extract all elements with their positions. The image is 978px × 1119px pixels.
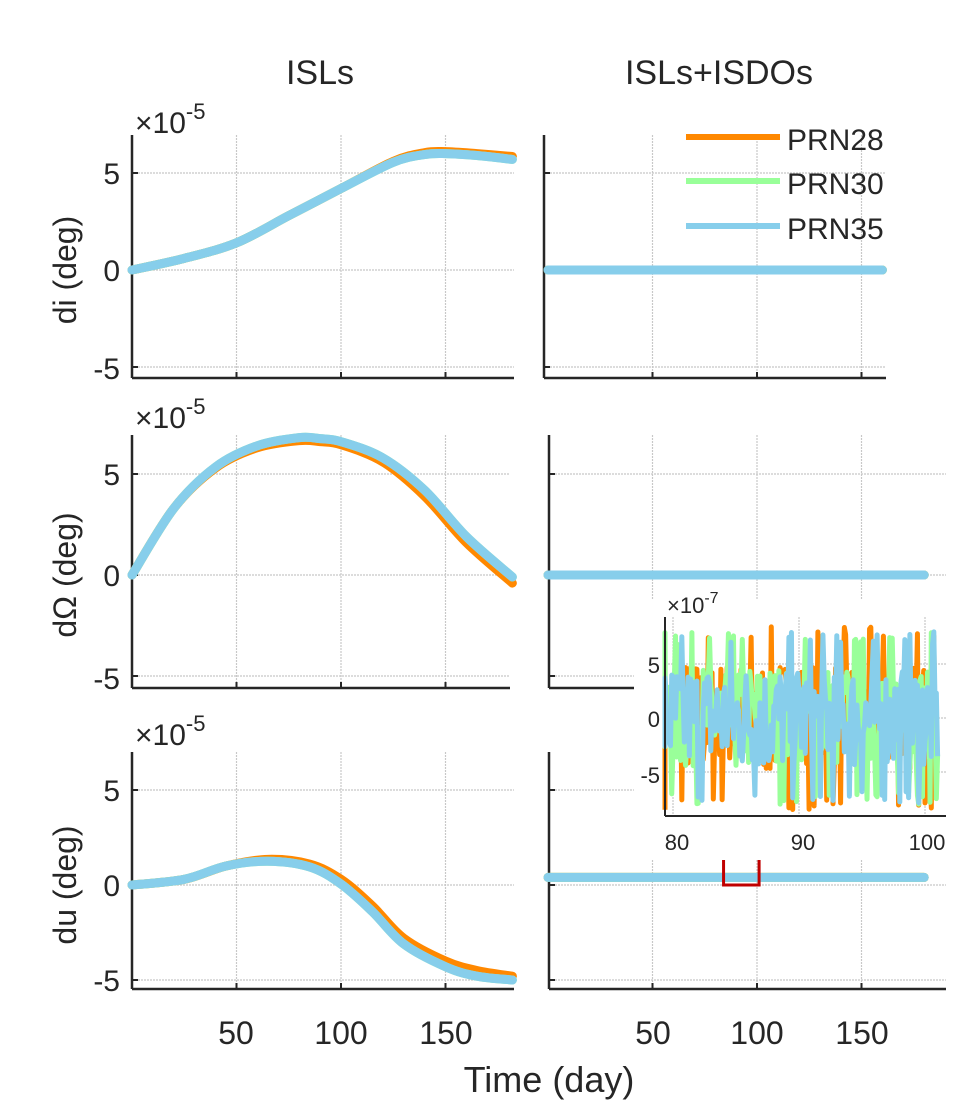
panel-row3-right: [543, 752, 946, 991]
ytick-label: 5: [103, 459, 120, 492]
inset-ytick-label: -5: [640, 763, 660, 788]
exp-power: -5: [186, 99, 206, 124]
xlabel: Time (day): [464, 1059, 635, 1100]
exp-base: ×10: [135, 107, 186, 140]
panel-row1-left: [127, 135, 517, 380]
ylabel-domega: dΩ (deg): [47, 512, 83, 637]
column-title-isls-isdos: ISLs+ISDOs: [625, 54, 813, 92]
exp-power: -5: [186, 711, 206, 736]
inset-exp-base: ×10: [667, 593, 704, 618]
svg-text:×10-5: ×10-5: [135, 394, 205, 435]
panel-row1-right: [542, 135, 887, 380]
ytick-label: 5: [103, 775, 120, 808]
ytick-label: -5: [93, 965, 120, 998]
inset-ytick-label: 5: [648, 653, 660, 678]
legend-label-prn30: PRN30: [787, 168, 884, 201]
column-title-isls: ISLs: [286, 54, 354, 92]
series-line-prn30: [127, 432, 517, 582]
ytick-label: -5: [93, 353, 120, 386]
exp-power: -5: [186, 394, 206, 419]
series-line-prn28: [127, 435, 517, 588]
xtick-label: 100: [730, 1015, 783, 1051]
ytick-label: 0: [103, 255, 120, 288]
ytick-label: 5: [103, 158, 120, 191]
xtick-label: 50: [218, 1015, 254, 1051]
ytick-label: 0: [103, 870, 120, 903]
series-line-prn35: [127, 432, 517, 582]
inset-exp-power: -7: [704, 590, 718, 607]
exponent-label-row1: ×10-5: [135, 99, 205, 140]
inset-ytick-label: 0: [648, 707, 660, 732]
inset-zoom-plot: ×10-7 5 0 -5 80 90 100: [634, 590, 956, 860]
exp-base: ×10: [135, 402, 186, 435]
ylabel-di: di (deg): [47, 216, 83, 325]
ylabel-du: du (deg): [47, 825, 83, 944]
ytick-label: 0: [103, 560, 120, 593]
panel-row3-left: [127, 752, 517, 991]
inset-xtick-label: 100: [909, 830, 946, 855]
inset-xtick-label: 80: [665, 830, 689, 855]
series-line-prn28: [127, 146, 517, 275]
svg-text:×10-5: ×10-5: [135, 711, 205, 752]
ytick-label: -5: [93, 663, 120, 696]
legend-label-prn35: PRN35: [787, 213, 884, 246]
xtick-label: 100: [314, 1015, 367, 1051]
xtick-label: 150: [419, 1015, 472, 1051]
series-line-prn35: [127, 148, 517, 275]
exponent-label-row2: ×10-5: [135, 394, 205, 435]
panel-row2-left: [127, 432, 517, 690]
legend-label-prn28: PRN28: [787, 124, 884, 157]
svg-text:×10-5: ×10-5: [135, 99, 205, 140]
inset-xtick-label: 90: [791, 830, 815, 855]
inset-series-prn35: [662, 629, 941, 806]
series-line-prn35: [127, 856, 517, 985]
xtick-label: 150: [835, 1015, 888, 1051]
legend: PRN28 PRN30 PRN35: [686, 124, 884, 246]
exponent-label-row3: ×10-5: [135, 711, 205, 752]
svg-text:×10-7: ×10-7: [667, 590, 719, 618]
xtick-label: 50: [635, 1015, 671, 1051]
exp-base: ×10: [135, 719, 186, 752]
